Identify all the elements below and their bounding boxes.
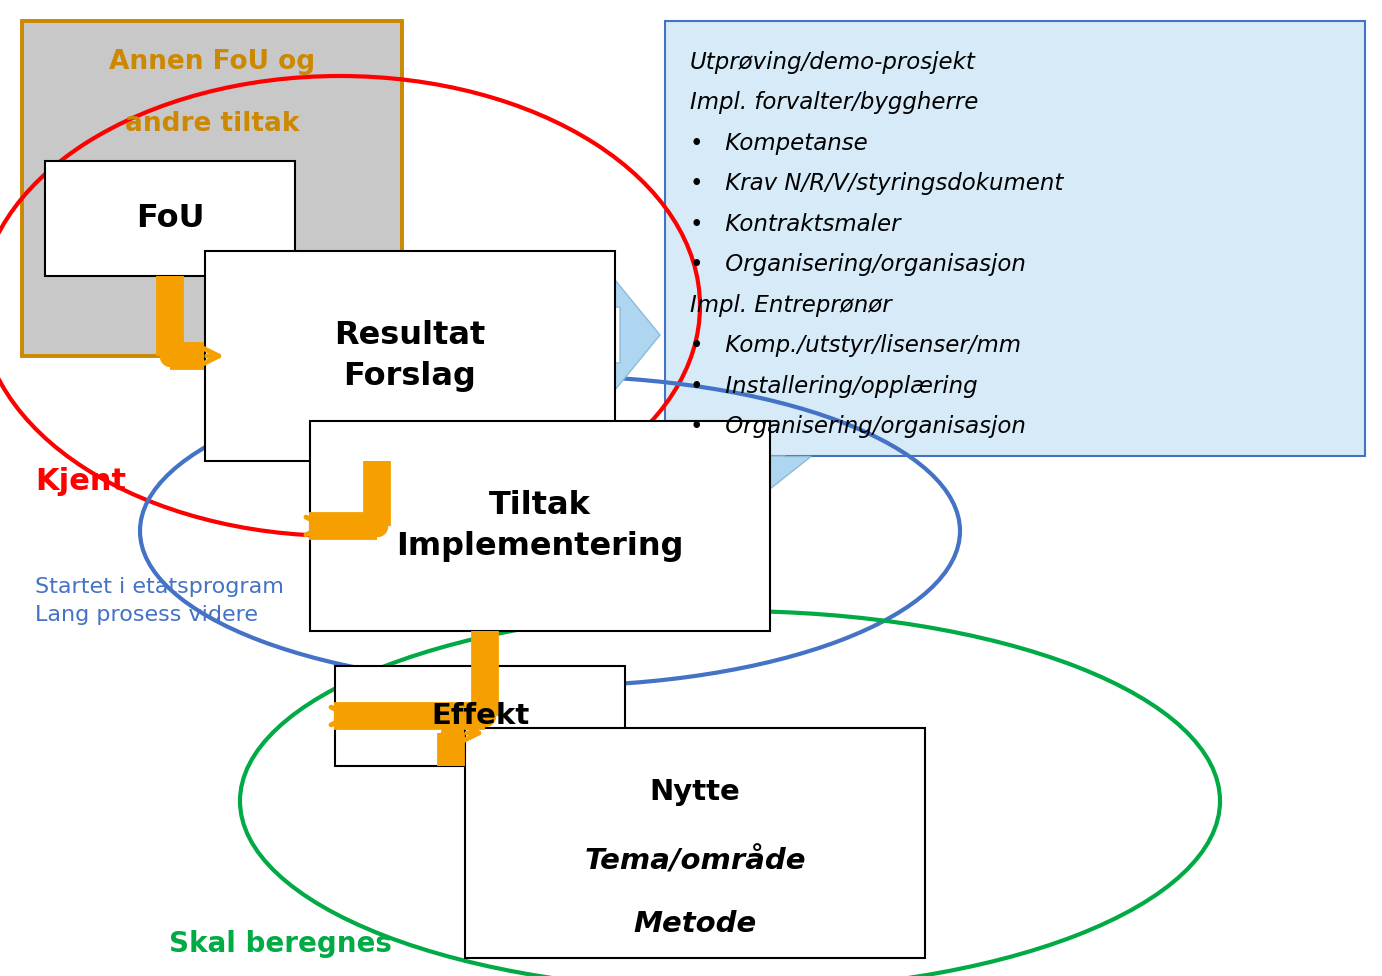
FancyBboxPatch shape xyxy=(22,21,402,356)
Text: •   Komp./utstyr/lisenser/mm: • Komp./utstyr/lisenser/mm xyxy=(690,335,1021,357)
FancyBboxPatch shape xyxy=(205,251,615,461)
Text: •   Organisering/organisasjon: • Organisering/organisasjon xyxy=(690,416,1025,438)
Text: Impl. forvalter/byggherre: Impl. forvalter/byggherre xyxy=(690,92,978,114)
Text: andre tiltak: andre tiltak xyxy=(124,111,300,137)
FancyBboxPatch shape xyxy=(46,161,294,276)
Text: •   Kompetanse: • Kompetanse xyxy=(690,132,868,155)
Text: Annen FoU og: Annen FoU og xyxy=(109,49,315,75)
Text: •   Krav N/R/V/styringsdokument: • Krav N/R/V/styringsdokument xyxy=(690,173,1063,195)
Text: •   Installering/opplæring: • Installering/opplæring xyxy=(690,375,977,398)
Text: Kjent: Kjent xyxy=(35,467,126,496)
Text: Nytte: Nytte xyxy=(650,779,741,806)
Text: FoU: FoU xyxy=(135,203,205,234)
Text: Skal beregnes: Skal beregnes xyxy=(169,930,391,958)
Polygon shape xyxy=(615,280,661,390)
Text: Startet i etatsprogram
Lang prosess videre: Startet i etatsprogram Lang prosess vide… xyxy=(35,577,283,625)
Text: Effekt: Effekt xyxy=(431,702,529,730)
FancyBboxPatch shape xyxy=(665,21,1365,456)
FancyBboxPatch shape xyxy=(310,421,770,631)
Text: •   Kontraktsmaler: • Kontraktsmaler xyxy=(690,213,901,236)
Text: Impl. Entreprønør: Impl. Entreprønør xyxy=(690,294,891,317)
Polygon shape xyxy=(714,456,811,495)
Text: Resultat
Forslag: Resultat Forslag xyxy=(334,320,485,391)
FancyBboxPatch shape xyxy=(464,728,925,958)
Text: •   Organisering/organisasjon: • Organisering/organisasjon xyxy=(690,254,1025,276)
Text: Tema/område: Tema/område xyxy=(585,847,806,875)
Text: Metode: Metode xyxy=(633,910,756,938)
FancyBboxPatch shape xyxy=(334,666,625,766)
Text: Utprøving/demo-prosjekt: Utprøving/demo-prosjekt xyxy=(690,51,976,74)
Text: Tiltak
Implementering: Tiltak Implementering xyxy=(397,490,684,562)
